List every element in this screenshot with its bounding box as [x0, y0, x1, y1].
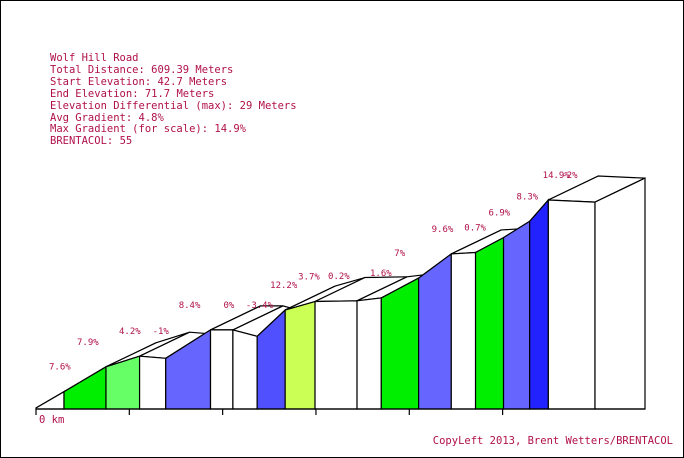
segment-face-2 — [63, 365, 107, 410]
max-gradient-label: Max Gradient (for scale) — [50, 123, 214, 135]
brentacol-row: BRENTACOL55 — [50, 135, 297, 148]
gradient-label-13: 9.6% — [432, 225, 454, 235]
segment-face-13 — [418, 252, 452, 410]
gradient-label-15: 6.9% — [489, 209, 511, 219]
elevation-diff-value: 29 Meters — [239, 99, 297, 112]
segment-face-9 — [284, 300, 316, 410]
gradient-label-7: -3.4% — [246, 301, 274, 311]
segment-face-7 — [232, 329, 258, 410]
road-name: Wolf Hill Road — [50, 52, 139, 64]
gradient-label-8: 12.2% — [270, 281, 298, 291]
gradient-label-16: 8.3% — [517, 192, 539, 202]
segment-group — [35, 175, 646, 410]
avg-gradient-row: Avg Gradient4.8% — [50, 111, 297, 125]
total-distance-value: 609.39 Meters — [151, 63, 234, 76]
route-info-block: Wolf Hill Road Total Distance609.39 Mete… — [50, 52, 297, 148]
gradient-label-12: 7% — [394, 249, 405, 259]
gradient-label-14: 0.7% — [464, 224, 486, 234]
elevation-diff-label: Elevation Differential (max) — [50, 100, 240, 112]
end-elevation-value: 71.7 Meters — [144, 87, 215, 100]
segment-face-11 — [356, 297, 382, 410]
gradient-label-5: 8.4% — [179, 301, 201, 311]
total-distance-label: Total Distance — [50, 64, 151, 76]
segment-face-4 — [138, 355, 167, 410]
gradient-label-4: -1% — [153, 327, 170, 337]
end-elevation-label: End Elevation — [50, 88, 145, 100]
gradient-label-10: 0.2% — [328, 272, 350, 282]
copyleft-footer: CopyLeft 2013, Brent Wetters/BRENTACOL — [432, 435, 673, 447]
segment-face-15 — [474, 236, 505, 410]
segment-face-16 — [502, 220, 531, 410]
start-elevation-label: Start Elevation — [50, 76, 157, 88]
segment-face-6 — [209, 329, 234, 410]
gradient-label-group: 7.6% 7.9% 4.2% -1% 8.4% 0% -3.4% 12.2%3.7% 0.2% 1… — [49, 171, 578, 373]
gradient-label-17: 14.9% — [543, 171, 571, 181]
brentacol-value: 55 — [119, 135, 133, 148]
segment-face-14 — [450, 251, 477, 410]
gradient-label-9: 3.7% — [298, 273, 320, 283]
gradient-label-1: 7.6% — [49, 363, 71, 373]
max-gradient-row: Max Gradient (for scale)14.9% — [50, 123, 297, 136]
segment-face-18 — [547, 199, 596, 410]
gradient-label-2: 7.9% — [77, 338, 99, 348]
start-elevation-row: Start Elevation42.7 Meters — [50, 75, 297, 89]
total-distance-row: Total Distance609.39 Meters — [50, 63, 297, 77]
distance-axis — [35, 408, 645, 415]
segment-face-10 — [314, 300, 358, 410]
max-gradient-value: 14.9% — [214, 123, 246, 136]
gradient-label-18: -2% — [561, 171, 578, 181]
end-elevation-row: End Elevation71.7 Meters — [50, 87, 297, 101]
gradient-label-11: 1.6% — [370, 269, 392, 279]
gradient-label-3: 4.2% — [119, 327, 141, 337]
end-cap-face — [594, 177, 646, 410]
avg-gradient-value: 4.8% — [138, 111, 164, 124]
avg-gradient-label: Avg Gradient — [50, 112, 139, 124]
elevation-diff-row: Elevation Differential (max)29 Meters — [50, 99, 297, 113]
start-elevation-value: 42.7 Meters — [157, 75, 228, 88]
segment-face-17 — [529, 198, 549, 410]
segment-face-1 — [35, 390, 65, 410]
brentacol-label: BRENTACOL — [50, 135, 120, 147]
start-distance-label: 0 km — [39, 414, 64, 426]
segment-face-12 — [380, 277, 420, 410]
gradient-label-6: 0% — [224, 301, 235, 311]
